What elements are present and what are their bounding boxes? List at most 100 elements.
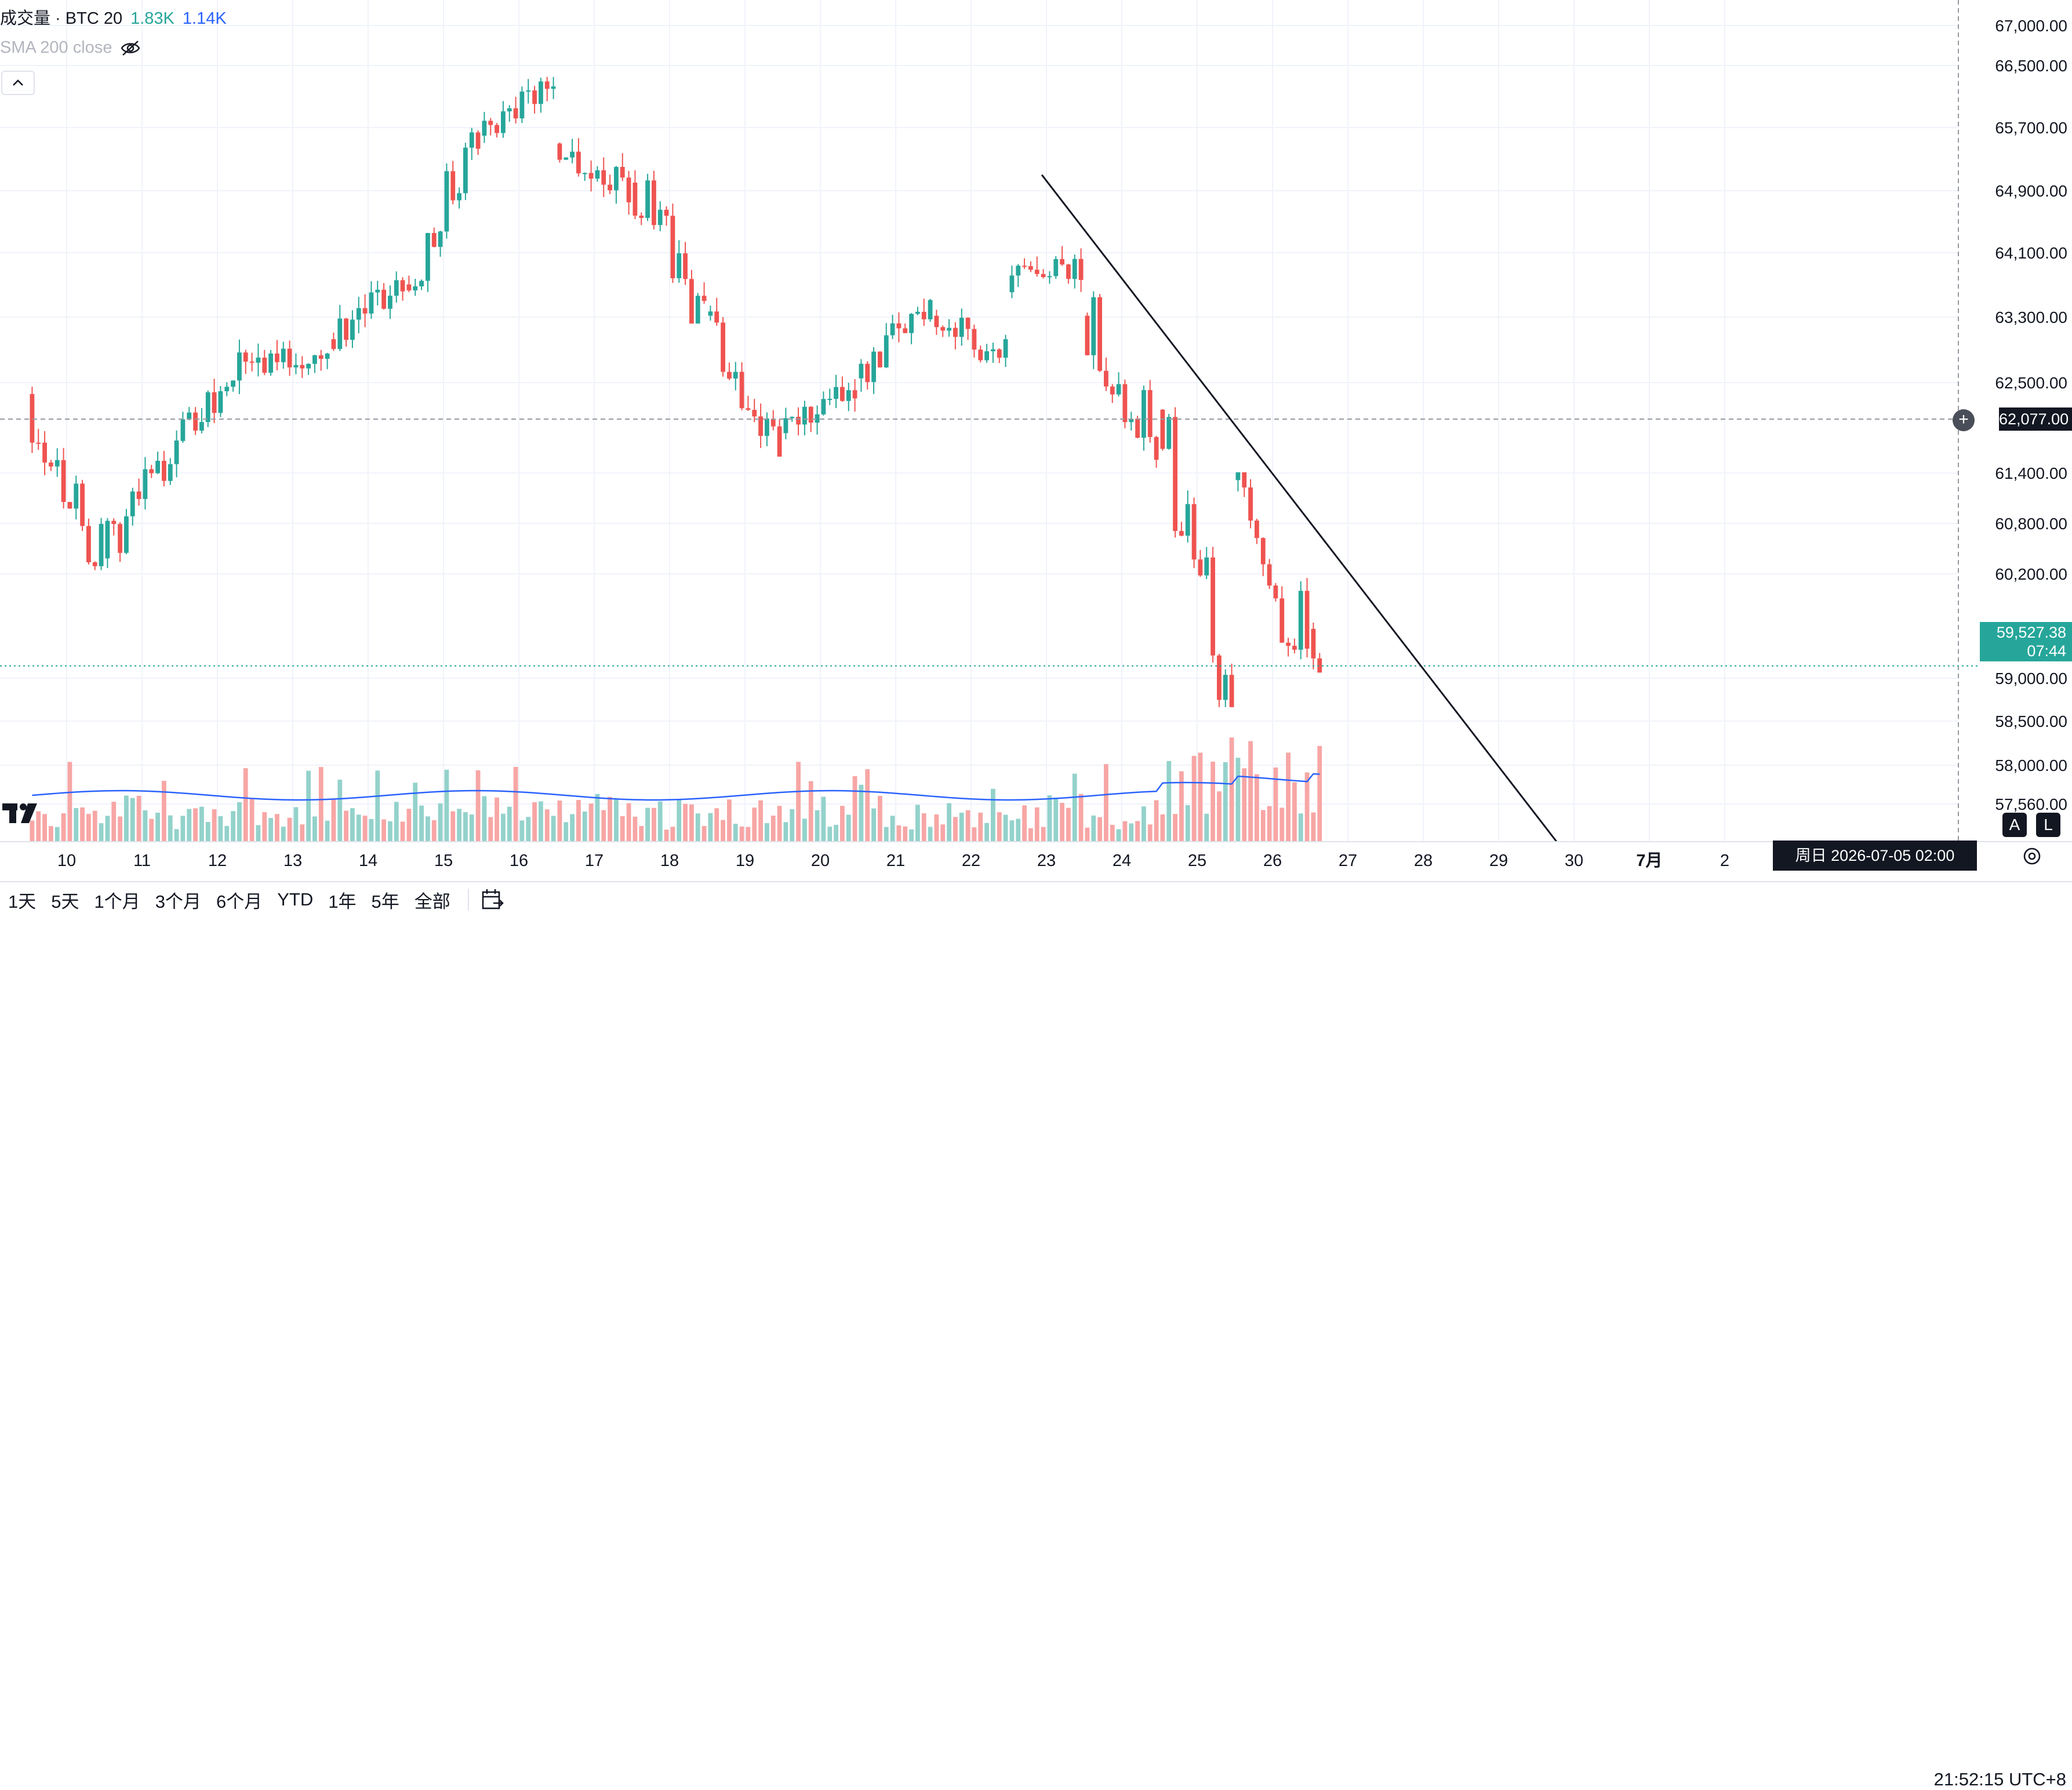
price-tick-label: 60,800.00	[1995, 515, 2067, 533]
range-6m[interactable]: 6个月	[216, 891, 263, 912]
candle-body	[67, 501, 72, 509]
candle-body	[105, 521, 110, 559]
volume-bar	[205, 822, 210, 842]
volume-bar	[482, 796, 487, 842]
log-scale-button[interactable]: L	[2036, 813, 2060, 837]
volume-bar	[614, 798, 619, 842]
volume-bar	[953, 817, 958, 842]
candle-body	[1016, 265, 1021, 276]
candle-body	[758, 416, 763, 436]
volume-bar	[639, 825, 644, 842]
collapse-legend-button[interactable]	[1, 71, 35, 95]
candle-body	[507, 108, 512, 112]
last-price-label: 59,527.38 07:44	[1980, 622, 2072, 661]
candle-body	[218, 391, 223, 413]
volume-value: 1.83K	[130, 9, 175, 28]
volume-bar	[657, 801, 663, 842]
volume-bar	[588, 803, 594, 842]
candle-body	[965, 318, 970, 329]
volume-bar	[1009, 820, 1015, 842]
volume-bar	[54, 827, 60, 842]
candle-body	[582, 173, 587, 174]
candle-body	[1229, 675, 1234, 707]
candle-body	[947, 328, 951, 331]
candle-body	[187, 412, 192, 420]
candle-body	[978, 350, 983, 361]
range-5d[interactable]: 5天	[51, 891, 79, 912]
candle-body	[997, 349, 1002, 358]
candle-body	[1273, 585, 1278, 599]
range-ytd[interactable]: YTD	[277, 889, 314, 909]
sma-legend[interactable]: SMA 200 close	[0, 38, 141, 57]
volume-bar	[1142, 806, 1146, 842]
date-tick-label: 11	[133, 852, 151, 870]
volume-bar	[582, 812, 587, 842]
volume-bar	[413, 783, 418, 842]
price-chart[interactable]: 67,000.00 66,500.00 65,700.00 64,900.00 64,1…	[0, 0, 2072, 881]
auto-scale-button[interactable]: A	[2002, 813, 2027, 837]
price-axis[interactable]: 67,000.00 66,500.00 65,700.00 64,900.00 64,1…	[1995, 17, 2067, 813]
volume-bar	[991, 788, 995, 842]
calendar-goto-icon[interactable]	[479, 887, 505, 912]
volume-bar	[770, 816, 776, 842]
candle-body	[871, 351, 876, 383]
range-1m[interactable]: 1个月	[94, 891, 140, 912]
candle-body	[539, 81, 543, 104]
range-1y[interactable]: 1年	[328, 891, 357, 912]
date-tick-label: 7月	[1636, 852, 1662, 870]
candle-body	[701, 296, 707, 301]
date-tick-label: 12	[208, 852, 227, 870]
volume-bar	[934, 814, 939, 842]
volume-bar	[193, 808, 198, 842]
candle-body	[513, 108, 518, 119]
date-tick-label: 28	[1414, 852, 1433, 870]
candle-body	[488, 121, 493, 125]
volume-bar	[608, 796, 612, 842]
candle-body	[325, 353, 330, 359]
tradingview-logo	[2, 803, 37, 823]
price-tick-label: 65,700.00	[1995, 119, 2067, 137]
volume-legend[interactable]: 成交量 · BTC 20 1.83K 1.14K	[0, 7, 227, 30]
candle-body	[249, 361, 255, 363]
volume-bar	[539, 801, 543, 842]
volume-bar	[551, 816, 556, 842]
candle-body	[224, 387, 230, 391]
gear-icon[interactable]	[2021, 845, 2043, 867]
volume-bar	[275, 814, 279, 842]
volume-bar	[1041, 827, 1046, 842]
candle-body	[300, 365, 305, 369]
candle-body	[99, 523, 104, 566]
range-1d[interactable]: 1天	[8, 891, 37, 912]
volume-bar	[984, 823, 989, 842]
plus-circle-icon[interactable]: +	[1953, 409, 1975, 431]
volume-bar	[1060, 803, 1064, 842]
volume-bar	[331, 799, 336, 842]
volume-bar	[783, 822, 788, 842]
volume-bar	[369, 818, 374, 842]
candle-body	[815, 414, 820, 423]
date-tick-label: 17	[585, 852, 604, 870]
range-3m[interactable]: 3个月	[155, 891, 201, 912]
candle-body	[419, 281, 424, 286]
timezone-clock[interactable]: 21:52:15 UTC+8	[1933, 1769, 2066, 1789]
volume-bar	[1091, 815, 1096, 842]
volume-bar	[1016, 818, 1021, 842]
candle-body	[1047, 276, 1052, 278]
volume-bar	[438, 803, 443, 842]
range-5y[interactable]: 5年	[371, 891, 399, 912]
eye-off-icon[interactable]	[120, 39, 141, 57]
time-axis[interactable]: 10 11 12 13 14 15 16 17 18 19 20 21 22 23 24 25 26 27 28 29…	[0, 841, 2072, 870]
volume-bar	[689, 804, 694, 842]
candle-body	[689, 279, 694, 324]
volume-bar	[495, 797, 499, 842]
volume-bar	[1122, 821, 1128, 842]
candle-body	[1078, 259, 1084, 280]
range-all[interactable]: 全部	[414, 891, 450, 912]
date-tick-label: 18	[660, 852, 679, 870]
volume-bar	[344, 810, 348, 842]
volume-bar	[758, 800, 763, 842]
candle-body	[54, 460, 60, 467]
candle-body	[739, 372, 744, 409]
candle-body	[915, 311, 920, 314]
candle-body	[1223, 675, 1228, 700]
